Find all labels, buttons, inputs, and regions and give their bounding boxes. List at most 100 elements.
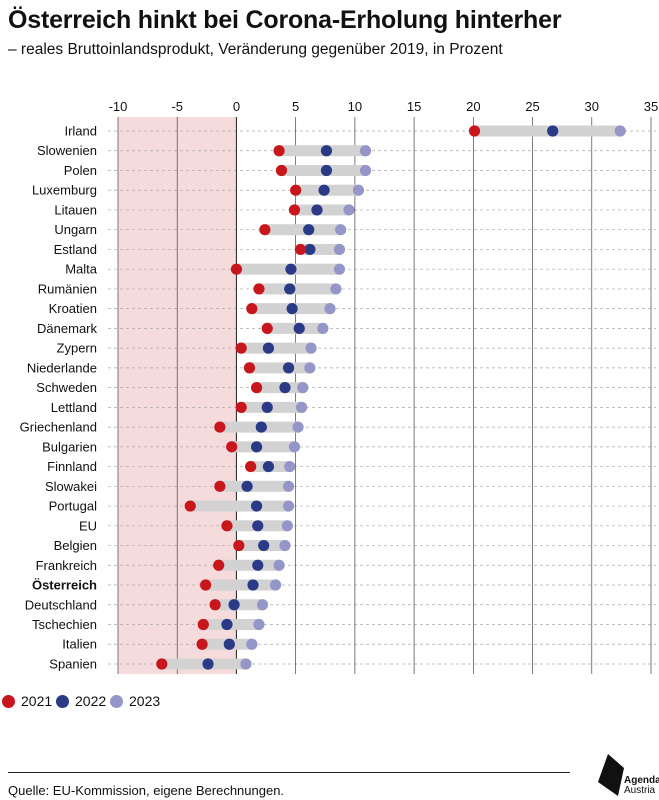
category-label: Tschechien xyxy=(32,617,97,632)
dot-2022 xyxy=(547,125,559,137)
dot-2023 xyxy=(343,204,355,216)
dot-2023 xyxy=(256,599,269,611)
category-label: Malta xyxy=(65,262,98,277)
dot-2023 xyxy=(269,579,282,591)
logo-text: Agenda Austria xyxy=(624,776,659,796)
dot-2023 xyxy=(324,303,336,315)
category-label: Belgien xyxy=(54,538,97,553)
dot-2022 xyxy=(228,599,240,611)
chart-subtitle: – reales Bruttoinlandsprodukt, Veränderu… xyxy=(8,41,503,58)
dot-layer xyxy=(156,125,626,670)
dot-2021 xyxy=(209,599,221,611)
dot-2022 xyxy=(304,243,316,256)
logo-line2: Austria xyxy=(624,785,656,796)
dot-2023 xyxy=(295,401,308,413)
dot-2023 xyxy=(359,164,372,177)
range-bar xyxy=(258,283,336,295)
dot-2023 xyxy=(317,322,329,334)
dot-2023 xyxy=(335,224,347,236)
dot-2022 xyxy=(311,204,323,216)
dot-2023 xyxy=(281,520,293,532)
logo-line1: Agenda xyxy=(624,775,659,786)
category-label: Deutschland xyxy=(25,597,97,612)
dot-2022 xyxy=(303,224,315,236)
legend-label-2022: 2022 xyxy=(75,693,107,709)
category-label: Dänemark xyxy=(37,321,97,336)
category-label: Slowakei xyxy=(45,479,97,494)
x-tick-label: 0 xyxy=(233,99,240,114)
x-tick-label: 10 xyxy=(348,99,362,114)
category-label: Kroatien xyxy=(49,301,97,316)
dot-2021 xyxy=(156,658,168,670)
category-label: Spanien xyxy=(49,656,97,671)
chart-title: Österreich hinkt bei Corona-Erholung hin… xyxy=(8,6,562,34)
dot-2023 xyxy=(246,638,258,650)
category-label: Österreich xyxy=(32,578,97,593)
dot-2021 xyxy=(184,500,196,512)
range-bar xyxy=(264,224,341,236)
legend-dot-2022-icon xyxy=(56,694,69,708)
category-label: Frankreich xyxy=(36,558,97,573)
category-label: EU xyxy=(79,518,97,533)
dot-2021 xyxy=(245,460,257,473)
dot-2022 xyxy=(320,145,333,157)
dot-2023 xyxy=(240,658,252,670)
dot-2023 xyxy=(284,460,296,473)
legend-dot-2023-icon xyxy=(110,694,123,708)
dot-2023 xyxy=(330,283,342,295)
dot-2021 xyxy=(235,342,247,354)
category-label: Lettland xyxy=(51,400,97,415)
dot-2021 xyxy=(213,559,225,571)
dot-2022 xyxy=(221,618,233,631)
dot-2021 xyxy=(226,441,238,453)
dot-2022 xyxy=(261,401,273,413)
dot-2023 xyxy=(288,441,301,453)
dot-2023 xyxy=(297,382,309,394)
dot-2022 xyxy=(284,283,296,295)
dot-2022 xyxy=(255,421,267,433)
dot-2022 xyxy=(282,362,295,374)
dot-2022 xyxy=(320,164,333,177)
dot-2023 xyxy=(359,145,372,157)
dot-2022 xyxy=(202,658,214,670)
range-bar xyxy=(231,441,295,453)
category-label: Finnland xyxy=(47,459,97,474)
legend-item-2021: 2021 xyxy=(2,693,52,709)
dot-2021 xyxy=(250,382,263,394)
dot-2022 xyxy=(285,263,297,275)
dot-2023 xyxy=(282,480,295,492)
dot-2021 xyxy=(243,362,256,374)
legend-dot-2021-icon xyxy=(2,694,15,708)
x-tick-label: 5 xyxy=(292,99,299,114)
range-bar xyxy=(219,480,289,492)
dot-2022 xyxy=(262,460,275,473)
category-label: Litauen xyxy=(54,202,97,217)
dot-2022 xyxy=(286,303,298,315)
category-label: Estland xyxy=(54,242,97,257)
dot-2023 xyxy=(292,421,304,433)
category-label: Zypern xyxy=(57,341,97,356)
category-label: Niederlande xyxy=(27,360,97,375)
dot-2022 xyxy=(318,184,330,196)
dot-2021 xyxy=(468,125,481,137)
dot-2022 xyxy=(250,500,263,512)
dot-2023 xyxy=(333,263,346,275)
dot-2023 xyxy=(279,539,291,552)
dot-2023 xyxy=(305,342,317,354)
category-label: Bulgarien xyxy=(42,439,97,454)
category-label: Schweden xyxy=(36,380,97,395)
legend-item-2023: 2023 xyxy=(110,693,160,709)
dot-2022 xyxy=(247,579,259,591)
dot-2022 xyxy=(241,480,253,492)
range-bar xyxy=(249,362,310,374)
legend-item-2022: 2022 xyxy=(56,693,106,709)
dot-2021 xyxy=(200,579,212,591)
x-tick-label: 35 xyxy=(644,99,658,114)
dot-2023 xyxy=(282,500,295,512)
dot-2021 xyxy=(273,145,285,157)
dot-2021 xyxy=(235,401,247,413)
dot-2021 xyxy=(275,164,288,177)
dot-2022 xyxy=(262,342,275,354)
legend-label-2023: 2023 xyxy=(129,693,161,709)
dot-2021 xyxy=(294,243,307,256)
